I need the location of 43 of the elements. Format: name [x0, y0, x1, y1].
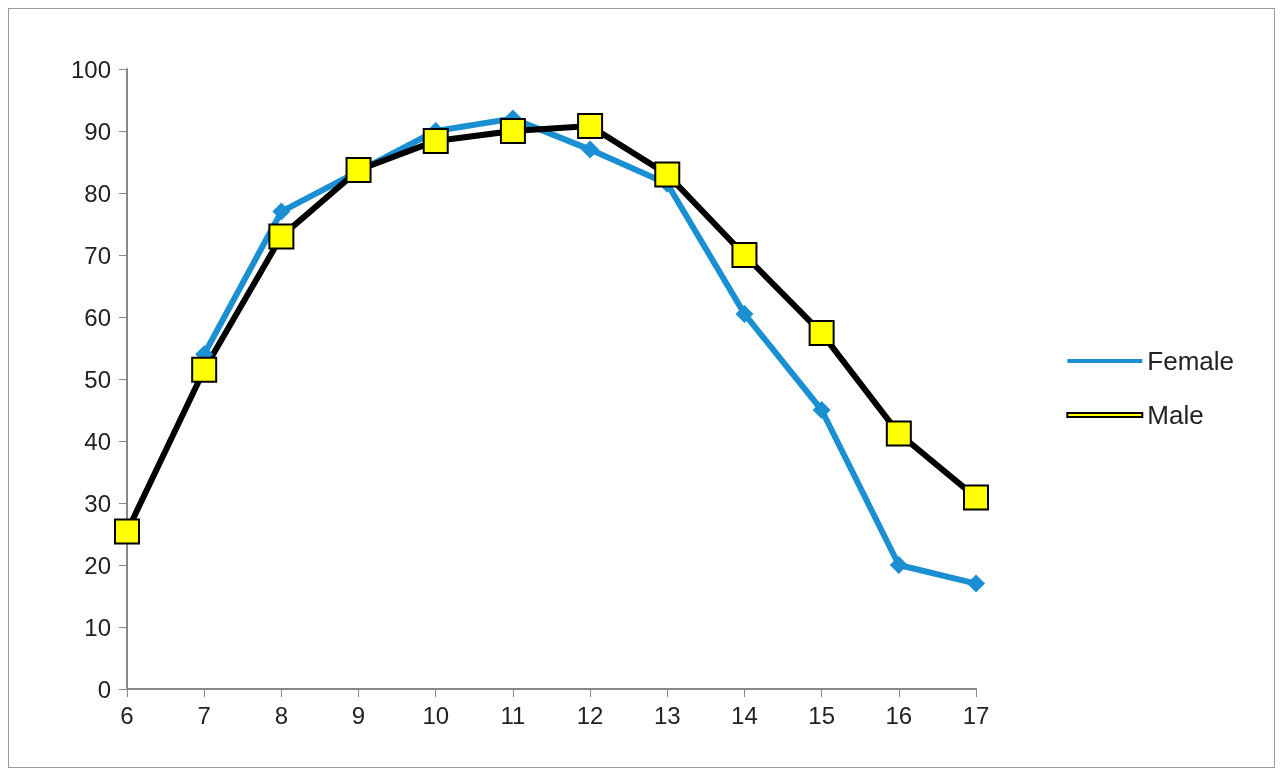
y-tick-label: 40: [84, 427, 111, 455]
point: [654, 161, 681, 188]
x-tick-label: 10: [422, 701, 450, 729]
y-tick-label: 20: [84, 551, 111, 579]
point: [735, 304, 754, 323]
x-tick-label: 6: [120, 701, 134, 729]
x-tick-label: 8: [274, 701, 289, 729]
y-tick-label: 100: [70, 55, 111, 83]
x-tick-label: 11: [500, 701, 526, 729]
point: [345, 157, 372, 184]
y-tick-label: 70: [84, 241, 111, 269]
point: [577, 113, 604, 140]
x-tick-label: 16: [885, 701, 913, 729]
point: [114, 518, 140, 545]
x-tick-label: 14: [731, 701, 758, 729]
y-tick-label: 90: [84, 117, 111, 145]
legend-label: Female: [1147, 346, 1235, 376]
legend-label: Male: [1147, 400, 1204, 430]
point: [581, 140, 600, 159]
y-tick-label: 10: [84, 613, 111, 641]
point: [191, 356, 218, 383]
point: [731, 242, 758, 268]
y-tick-label: 30: [84, 489, 111, 517]
y-tick-label: 60: [84, 303, 111, 331]
point: [812, 401, 831, 419]
point: [268, 223, 295, 250]
point: [967, 574, 985, 593]
x-tick-label: 7: [197, 701, 211, 729]
point: [963, 484, 989, 511]
y-tick-label: 0: [97, 675, 111, 703]
x-tick-label: 13: [653, 701, 681, 729]
point: [808, 320, 835, 347]
point: [499, 118, 526, 144]
point: [885, 420, 912, 447]
point: [272, 202, 291, 221]
point: [889, 556, 908, 574]
y-tick-label: 80: [84, 179, 111, 207]
x-tick-label: 15: [808, 701, 835, 729]
x-tick-label: 12: [576, 701, 604, 729]
x-tick-label: 17: [962, 701, 990, 729]
point: [422, 127, 449, 154]
y-tick-label: 50: [84, 365, 111, 393]
x-tick-label: 9: [351, 701, 366, 729]
